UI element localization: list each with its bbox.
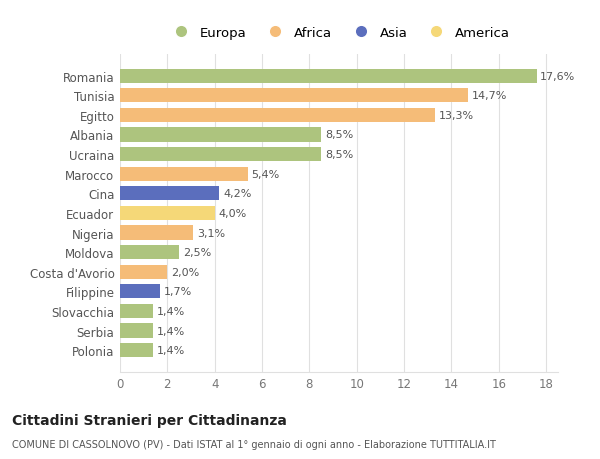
Text: 8,5%: 8,5%: [325, 150, 353, 160]
Text: 2,5%: 2,5%: [183, 247, 211, 257]
Bar: [120, 324, 153, 338]
Text: Cittadini Stranieri per Cittadinanza: Cittadini Stranieri per Cittadinanza: [12, 414, 287, 428]
Text: 17,6%: 17,6%: [540, 72, 575, 82]
Text: 5,4%: 5,4%: [251, 169, 280, 179]
Text: 1,4%: 1,4%: [157, 345, 185, 355]
Text: 1,4%: 1,4%: [157, 306, 185, 316]
Text: 13,3%: 13,3%: [439, 111, 473, 121]
Text: 1,4%: 1,4%: [157, 326, 185, 336]
Legend: Europa, Africa, Asia, America: Europa, Africa, Asia, America: [166, 24, 512, 42]
Bar: [120, 304, 153, 318]
Bar: [120, 285, 160, 299]
Bar: [120, 246, 179, 260]
Text: 14,7%: 14,7%: [472, 91, 507, 101]
Text: 3,1%: 3,1%: [197, 228, 225, 238]
Bar: [120, 109, 435, 123]
Text: 8,5%: 8,5%: [325, 130, 353, 140]
Text: 2,0%: 2,0%: [171, 267, 199, 277]
Text: COMUNE DI CASSOLNOVO (PV) - Dati ISTAT al 1° gennaio di ogni anno - Elaborazione: COMUNE DI CASSOLNOVO (PV) - Dati ISTAT a…: [12, 440, 496, 449]
Bar: [120, 265, 167, 279]
Bar: [120, 69, 536, 84]
Bar: [120, 226, 193, 240]
Text: 1,7%: 1,7%: [164, 287, 192, 297]
Bar: [120, 207, 215, 220]
Bar: [120, 89, 468, 103]
Bar: [120, 343, 153, 358]
Text: 4,2%: 4,2%: [223, 189, 251, 199]
Text: 4,0%: 4,0%: [218, 208, 247, 218]
Bar: [120, 128, 321, 142]
Bar: [120, 148, 321, 162]
Bar: [120, 187, 220, 201]
Bar: [120, 167, 248, 181]
